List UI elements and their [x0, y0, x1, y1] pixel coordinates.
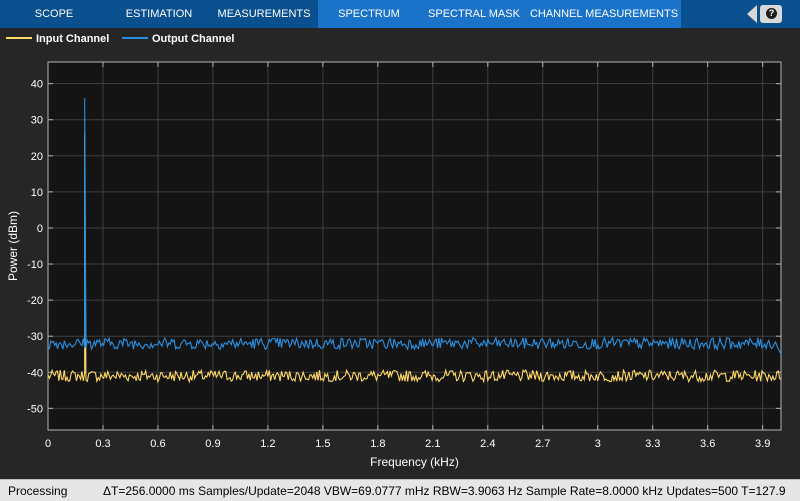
series-line-output-channel: [47, 98, 782, 355]
tab-spectral-mask[interactable]: SPECTRAL MASK: [420, 0, 528, 28]
x-tick-label: 3.9: [755, 438, 770, 450]
status-bar: Processing ΔT=256.0000 ms Samples/Update…: [0, 479, 800, 501]
y-tick-label: -50: [27, 403, 43, 415]
x-tick-label: 1.8: [370, 438, 385, 450]
status-processing: Processing: [8, 484, 68, 498]
legend: Input Channel Output Channel: [0, 28, 800, 50]
collapse-toolstrip-icon[interactable]: [747, 5, 757, 23]
tab-channel-measurements[interactable]: CHANNEL MEASUREMENTS: [528, 0, 681, 28]
x-tick-label: 3: [595, 438, 601, 450]
tab-estimation[interactable]: ESTIMATION: [125, 8, 193, 20]
tab-scope[interactable]: SCOPE: [34, 8, 74, 20]
x-tick-label: 1.2: [260, 438, 275, 450]
y-axis-label: Power (dBm): [6, 211, 20, 281]
x-tick-label: 2.7: [535, 438, 550, 450]
legend-swatch-input: [6, 37, 32, 40]
legend-label-output: Output Channel: [152, 33, 235, 45]
axes-box: [47, 61, 782, 431]
y-tick-label: 20: [31, 151, 43, 163]
toolstrip: SCOPE ESTIMATION MEASUREMENTS SPECTRUM S…: [0, 0, 800, 28]
spectrum-chart[interactable]: 0 0.3 0.6 0.9 1.2 1.5 1.8 2.1 2.4 2.7 3 3.3 3.6 3.9 -5…: [0, 50, 800, 479]
x-tick-label: 2.4: [480, 438, 495, 450]
legend-item-input-channel[interactable]: Input Channel: [6, 33, 109, 45]
x-tick-label: 1.5: [315, 438, 330, 450]
y-tick-label: 30: [31, 115, 43, 127]
legend-item-output-channel[interactable]: Output Channel: [122, 33, 235, 45]
series-line-input-channel: [47, 134, 782, 384]
x-tick-label: 3.6: [700, 438, 715, 450]
y-tick-label: -10: [27, 259, 43, 271]
tab-measurements[interactable]: MEASUREMENTS: [217, 8, 311, 20]
legend-label-input: Input Channel: [36, 33, 110, 45]
tab-spectrum[interactable]: SPECTRUM: [318, 0, 420, 28]
x-axis-label: Frequency (kHz): [370, 455, 459, 469]
x-tick-label: 2.1: [425, 438, 440, 450]
x-tick-label: 0.3: [95, 438, 110, 450]
help-icon: ?: [766, 8, 777, 19]
y-tick-label: -20: [27, 295, 43, 307]
y-tick-label: 40: [31, 79, 43, 91]
help-button[interactable]: ?: [760, 5, 782, 23]
plot-area[interactable]: [48, 62, 781, 430]
legend-swatch-output: [122, 37, 148, 40]
y-tick-label: 0: [37, 223, 43, 235]
status-measurements: ΔT=256.0000 ms Samples/Update=2048 VBW=6…: [103, 484, 786, 498]
y-tick-label: -40: [27, 367, 43, 379]
y-tick-label: -30: [27, 331, 43, 343]
x-tick-label: 0.6: [150, 438, 165, 450]
x-tick-label: 0.9: [205, 438, 220, 450]
x-tick-label: 0: [45, 438, 51, 450]
x-tick-label: 3.3: [645, 438, 660, 450]
y-tick-label: 10: [31, 187, 43, 199]
tab-bar: SCOPE ESTIMATION MEASUREMENTS SPECTRUM S…: [0, 0, 681, 28]
